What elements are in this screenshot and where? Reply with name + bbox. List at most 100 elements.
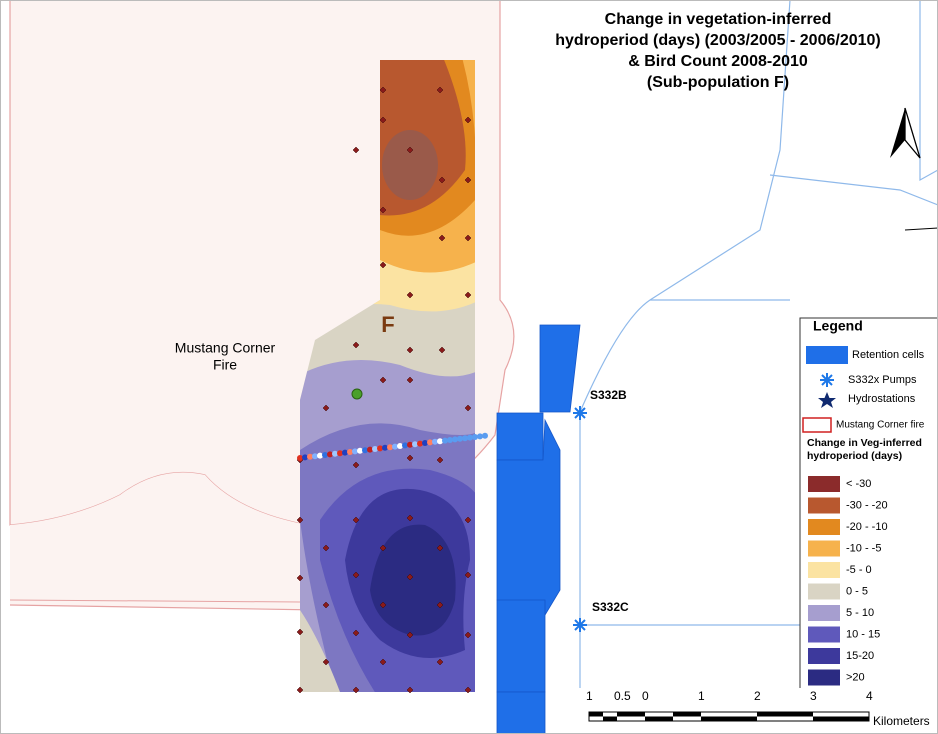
transect-point: [347, 449, 353, 455]
scale-label: 1: [698, 689, 705, 703]
transect-point: [472, 434, 478, 440]
scale-unit: Kilometers: [873, 714, 930, 728]
transect-point: [397, 443, 403, 449]
transect-point: [377, 445, 383, 452]
scale-segment: [645, 716, 673, 721]
legend-class: -20 - -10: [846, 521, 888, 533]
survey-point: [406, 631, 414, 639]
survey-point: [464, 116, 472, 124]
transect-point: [417, 440, 423, 447]
survey-point: [352, 341, 360, 349]
legend: Legend Retention cells S332x Pumps Hydro…: [799, 317, 938, 699]
transect-point: [372, 446, 378, 452]
legend-symbol: [820, 373, 834, 387]
legend-swatch: [808, 562, 840, 578]
legend-swatch: [808, 583, 840, 600]
transect-point: [332, 450, 338, 457]
survey-point: [296, 516, 304, 524]
survey-point: [379, 376, 387, 384]
survey-point: [464, 291, 472, 299]
title: hydroperiod (days) (2003/2005 - 2006/201…: [555, 32, 881, 49]
survey-point: [464, 234, 472, 242]
survey-point: [406, 454, 414, 462]
transect-point: [357, 447, 363, 454]
scale-segment: [589, 712, 603, 717]
transect-point: [437, 438, 443, 445]
title: (Sub-population F): [647, 74, 789, 91]
survey-point: [406, 146, 414, 154]
survey-point: [296, 686, 304, 694]
transect: [297, 432, 488, 461]
legend-class: 0 - 5: [846, 585, 868, 597]
title: Change in vegetation-inferred: [605, 11, 832, 28]
legend-class: 10 - 15: [846, 628, 880, 640]
survey-point: [406, 686, 414, 694]
legend-swatch: [806, 346, 848, 364]
transect-point: [427, 439, 433, 446]
north-arrow: [890, 107, 921, 159]
survey-point: [379, 601, 387, 609]
survey-point: [464, 404, 472, 412]
legend-class: 15-20: [846, 650, 874, 662]
legend-symbol: [818, 392, 836, 408]
scale-label: 3: [810, 689, 817, 703]
legend-class: >20: [846, 671, 865, 683]
survey-point: [438, 346, 446, 354]
survey-point: [296, 574, 304, 582]
zone: [382, 130, 438, 200]
legend-swatch: [808, 605, 840, 621]
title: & Bird Count 2008-2010: [628, 53, 808, 70]
scale-label: 1: [586, 689, 593, 703]
survey-point: [406, 291, 414, 299]
transect-point: [442, 437, 448, 444]
transect-point: [462, 435, 468, 442]
survey-point: [406, 376, 414, 384]
survey-point: [436, 86, 444, 94]
transect-point: [407, 441, 413, 448]
legend-swatch: [808, 497, 840, 514]
transect-point: [432, 438, 438, 445]
scale-segment: [603, 716, 617, 721]
transect-point: [307, 453, 313, 460]
survey-point: [352, 686, 360, 694]
retention-cells: [496, 324, 581, 734]
scale-label: 0: [642, 689, 649, 703]
transect-point: [392, 443, 398, 450]
transect-point: [467, 434, 473, 441]
survey-point: [464, 516, 472, 524]
transect-point: [317, 452, 323, 459]
survey-point: [379, 206, 387, 214]
pump-label: S332C: [592, 600, 629, 614]
transect-point: [477, 433, 483, 440]
hydrostation: [351, 388, 363, 400]
survey-point: [436, 601, 444, 609]
transect-point: [387, 444, 393, 451]
zone: [370, 524, 456, 636]
survey-point: [322, 544, 330, 552]
transect-point: [457, 435, 463, 442]
transect-point: [352, 448, 358, 455]
transect-point: [482, 432, 488, 439]
survey-point: [464, 176, 472, 184]
road: [904, 227, 938, 231]
survey-point: [296, 628, 304, 636]
transect-point: [342, 449, 348, 456]
pump-symbols: [573, 406, 587, 632]
survey-point: [436, 544, 444, 552]
legend-title: Legend: [813, 318, 863, 334]
transect-point: [422, 440, 428, 446]
legend-class: -30 - -20: [846, 499, 888, 511]
transect-point: [402, 442, 408, 449]
scale-segment: [757, 712, 813, 717]
transect-point: [412, 441, 418, 448]
legend-class: 5 - 10: [846, 607, 874, 619]
scale-background: [578, 688, 938, 734]
transect-point: [362, 447, 368, 454]
transect-point: [297, 455, 303, 461]
legend-swatch: [808, 669, 840, 686]
legend-subtitle: Change in Veg-inferred: [807, 437, 922, 449]
survey-point: [352, 461, 360, 469]
survey-point: [406, 346, 414, 354]
transect-point: [322, 452, 328, 458]
